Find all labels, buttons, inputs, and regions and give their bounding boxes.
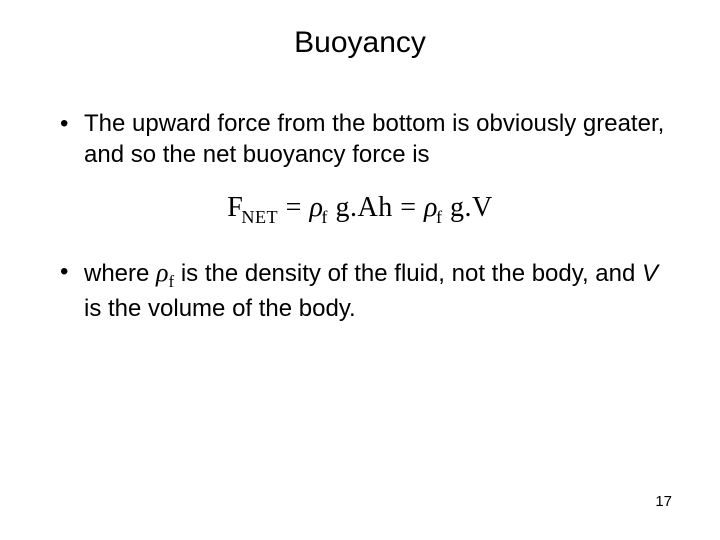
- bullet-list-2: where ρf is the density of the fluid, no…: [40, 256, 680, 324]
- bullet2-prefix: where: [84, 260, 156, 287]
- bullet-item-2: where ρf is the density of the fluid, no…: [64, 256, 680, 324]
- bullet-item-1: The upward force from the bottom is obvi…: [64, 108, 680, 170]
- slide-title: Buoyancy: [40, 26, 680, 60]
- eq-sub-net: NET: [241, 207, 278, 227]
- bullet-list: The upward force from the bottom is obvi…: [40, 108, 680, 170]
- bullet2-v: V: [642, 260, 658, 287]
- equation: FNET = ρf g.Ah = ρf g.V: [227, 192, 493, 228]
- inline-rho-sym: ρ: [156, 258, 168, 287]
- eq-eq2: =: [393, 192, 424, 223]
- inline-rho: ρf: [156, 258, 174, 287]
- eq-V: V: [472, 192, 493, 223]
- eq-eq1: =: [278, 192, 309, 223]
- eq-Ah: Ah: [357, 192, 392, 223]
- eq-g2: g: [443, 192, 465, 223]
- page-number: 17: [655, 493, 672, 510]
- eq-g1: g: [328, 192, 350, 223]
- bullet2-mid: is the density of the fluid, not the bod…: [174, 260, 642, 287]
- equation-block: FNET = ρf g.Ah = ρf g.V: [40, 192, 680, 228]
- eq-dot2: .: [465, 192, 473, 223]
- bullet2-suffix: is the volume of the body.: [84, 295, 356, 322]
